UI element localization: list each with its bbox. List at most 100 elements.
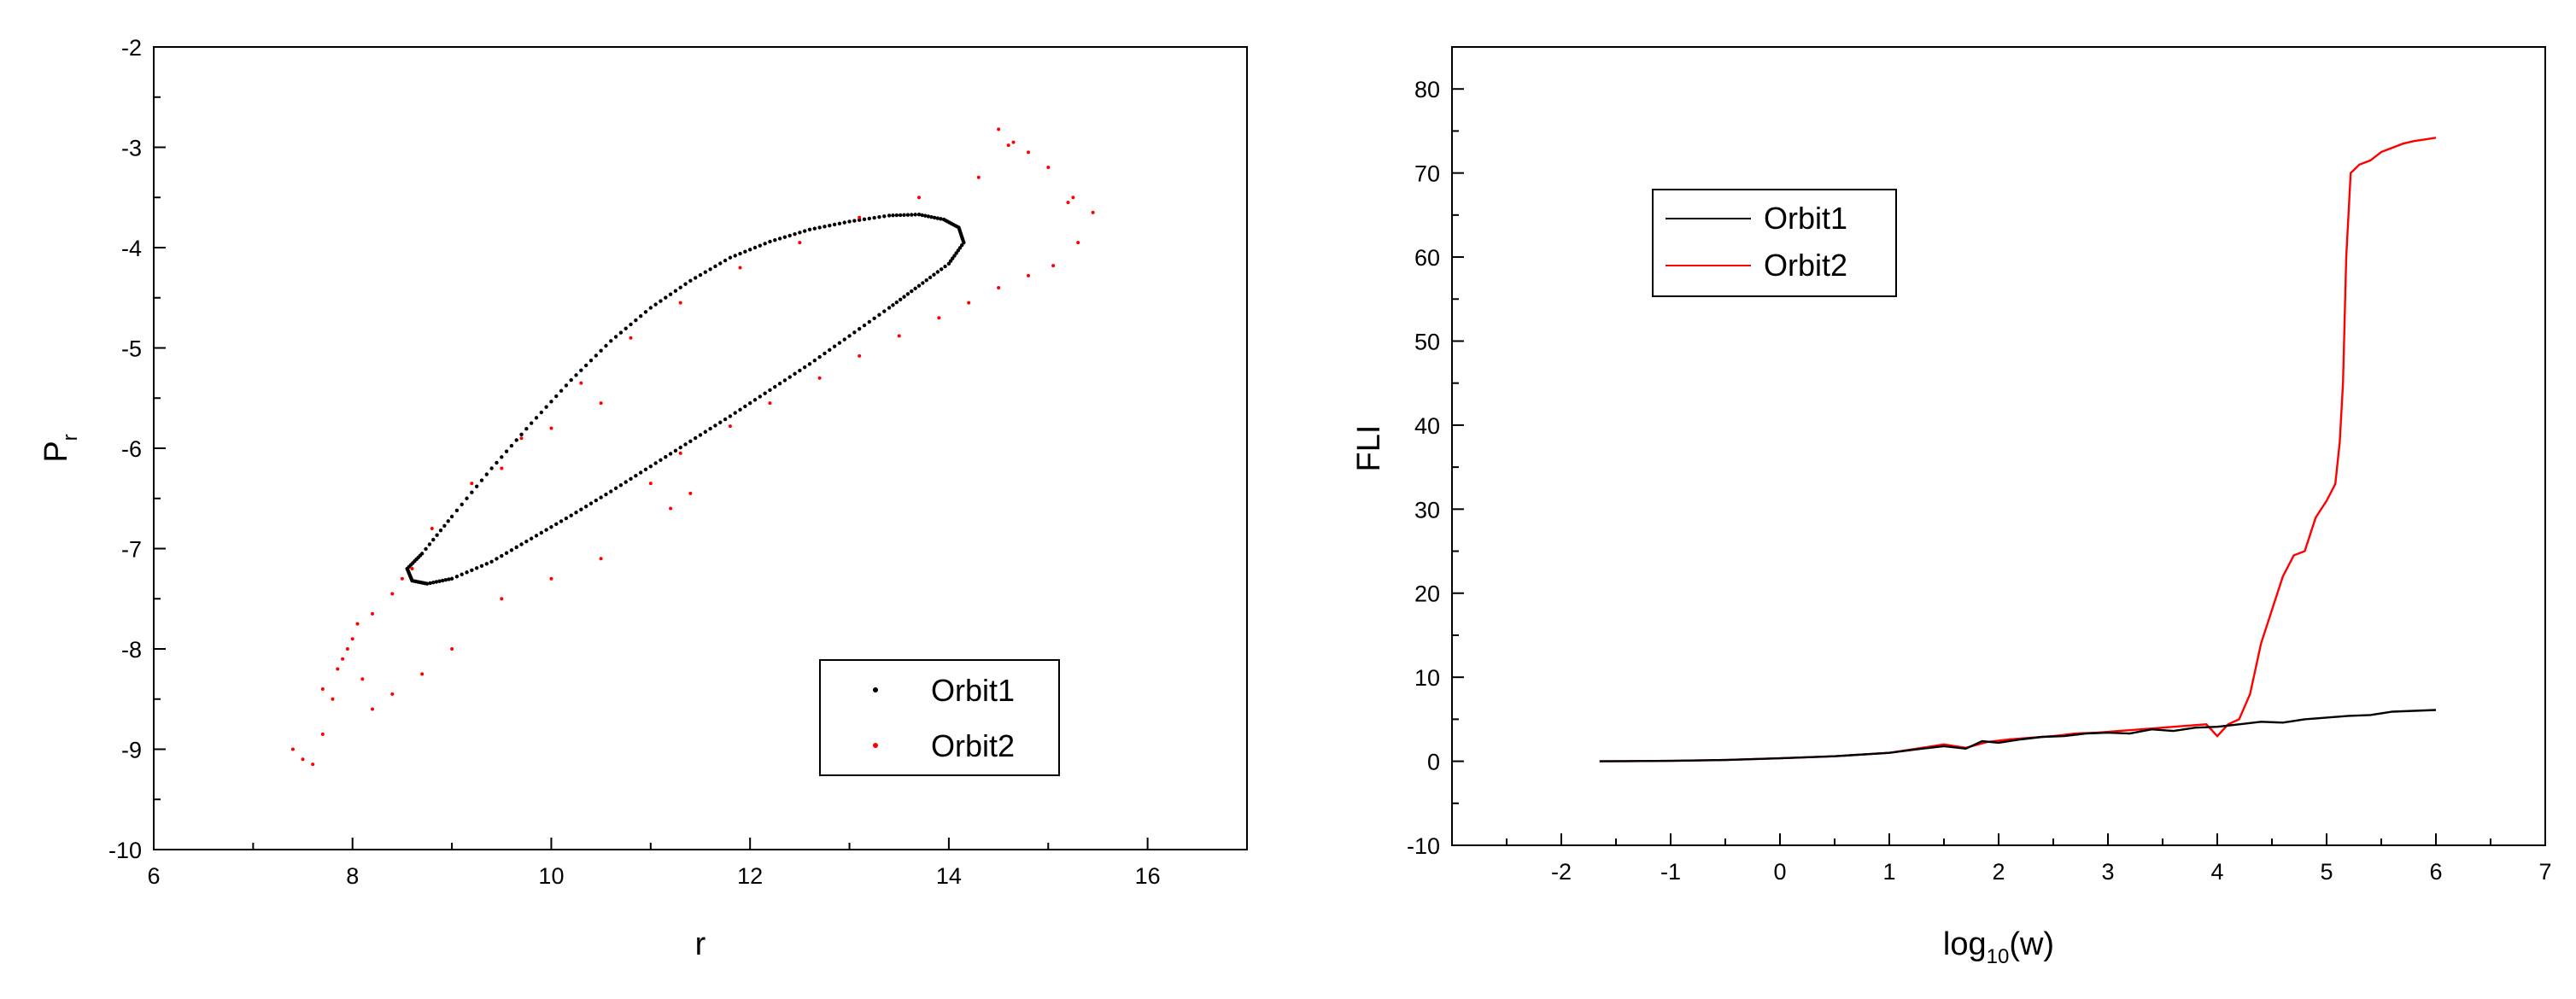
orbit1-point — [920, 213, 924, 218]
orbit1-point — [728, 255, 733, 260]
orbit2-point — [290, 747, 295, 751]
orbit1-point — [763, 242, 767, 246]
orbit2-point — [648, 482, 653, 486]
orbit1-point — [583, 504, 588, 509]
orbit1-point — [703, 270, 708, 274]
right-x-tick-label: -2 — [1551, 859, 1572, 885]
orbit1-point — [559, 388, 564, 393]
orbit1-point — [574, 511, 578, 515]
left-ylabel-main: P — [38, 441, 74, 462]
right-y-tick-label: 20 — [1414, 581, 1440, 607]
orbit2-point — [728, 424, 732, 429]
orbit1-point — [913, 286, 917, 291]
left-axis-ticks — [153, 46, 1248, 850]
orbit1-point — [514, 438, 518, 442]
orbit1-point — [768, 388, 772, 393]
orbit1-point — [693, 276, 698, 280]
orbit1-point — [777, 382, 782, 386]
orbit1-point — [673, 289, 678, 293]
orbit1-point — [758, 394, 763, 399]
orbit2-point — [599, 401, 603, 406]
orbit1-point — [634, 473, 638, 478]
orbit2-point — [669, 506, 673, 511]
orbit1-point — [454, 575, 460, 579]
orbit1-point — [579, 368, 583, 372]
right-x-tick-label: 7 — [2538, 859, 2551, 885]
orbit1-point — [738, 251, 742, 256]
orbit1-point — [664, 454, 668, 459]
orbit1-point — [638, 313, 643, 318]
orbit1-point — [434, 580, 439, 584]
orbit1-point — [643, 467, 648, 472]
orbit1-point — [588, 358, 594, 363]
orbit1-point — [733, 411, 737, 415]
orbit1-point — [782, 235, 787, 239]
orbit1-point — [668, 292, 673, 296]
orbit1-point — [837, 341, 842, 345]
orbit2-point — [1027, 273, 1030, 278]
orbit1-point — [932, 215, 937, 220]
orbit1-point — [609, 339, 613, 343]
orbit1-point — [872, 215, 876, 220]
orbit1-point — [569, 513, 573, 517]
orbit2-point — [798, 241, 802, 245]
orbit1-point — [529, 421, 534, 425]
orbit1-point — [449, 514, 454, 519]
orbit2-point — [1011, 140, 1016, 144]
orbit1-point — [524, 427, 529, 431]
orbit2-point — [500, 466, 504, 470]
orbit1-point — [852, 330, 857, 335]
orbit1-point — [583, 363, 588, 368]
left-x-tick-label: 12 — [737, 863, 763, 889]
orbit2-point — [1046, 166, 1051, 169]
orbit2-point — [549, 426, 553, 430]
orbit1-point — [428, 581, 432, 586]
orbit2-point — [817, 376, 822, 380]
orbit2-point — [430, 527, 434, 530]
orbit1-point — [723, 258, 728, 263]
orbit1-point — [708, 267, 712, 272]
orbit1-point — [842, 337, 846, 342]
orbit1-point — [959, 243, 964, 248]
orbit1-point — [539, 530, 544, 535]
left-x-tick-label: 6 — [147, 863, 160, 889]
orbit1-point — [956, 248, 961, 253]
orbit1-point — [708, 426, 712, 431]
orbit1-point — [828, 348, 832, 353]
orbit1-point — [479, 564, 484, 568]
orbit1-point — [653, 302, 658, 307]
orbit2-point — [336, 667, 340, 671]
orbit1-point — [894, 300, 899, 305]
orbit1-point — [887, 213, 892, 218]
orbit1-point — [678, 285, 682, 289]
orbit1-point — [534, 416, 539, 420]
orbit1-point — [817, 225, 822, 230]
orbit2-point — [917, 196, 921, 200]
orbit1-point — [703, 429, 708, 434]
orbit1-point — [752, 245, 758, 250]
orbit1-point — [664, 295, 668, 300]
orbit1-point — [629, 322, 633, 327]
orbit1-point — [718, 420, 723, 424]
orbit1-point — [924, 278, 928, 283]
orbit1-point — [554, 394, 559, 399]
orbit2-point — [1066, 201, 1070, 205]
orbit1-point — [807, 362, 812, 366]
orbit1-point — [643, 310, 648, 314]
orbit1-point — [629, 476, 633, 482]
right-ylabel: FLI — [1351, 425, 1387, 472]
orbit1-point — [544, 405, 548, 409]
orbit1-point — [424, 581, 430, 586]
orbit2-point — [350, 637, 354, 641]
orbit1-point — [554, 522, 559, 527]
orbit1-point — [752, 398, 758, 402]
orbit1-point — [529, 536, 534, 540]
orbit1-point — [500, 553, 504, 558]
orbit1-point — [544, 528, 548, 532]
orbit1-point — [443, 578, 448, 582]
orbit1-point — [500, 455, 504, 459]
orbit1-point — [579, 507, 583, 511]
orbit1-point — [910, 213, 914, 217]
orbit2-point — [858, 353, 862, 358]
orbit2-point — [1051, 264, 1056, 268]
